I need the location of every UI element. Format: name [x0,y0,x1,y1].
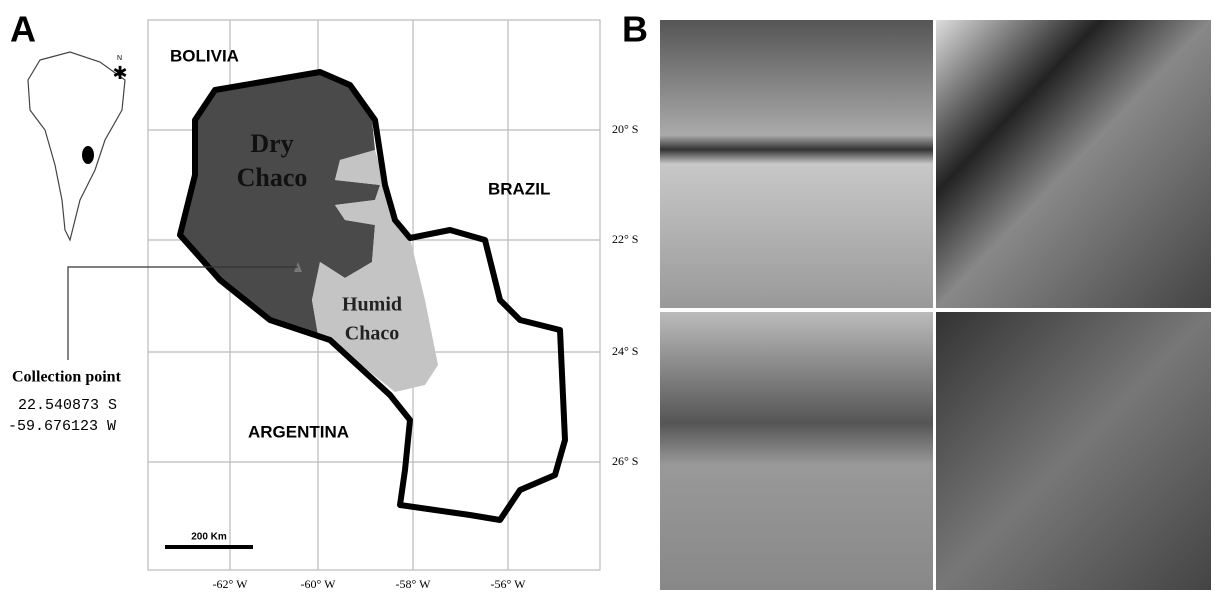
inset-marker [82,146,94,164]
region-label: Humid [342,294,402,316]
north-label: N [117,55,122,62]
latitude-label: 22° S [612,232,638,246]
photo [660,312,933,590]
longitude-label: -58° W [396,577,432,591]
latitude-label: 24° S [612,344,638,358]
country-label: ARGENTINA [248,422,349,441]
inset-continent [28,52,125,240]
longitude-label: -62° W [213,577,249,591]
compass: ✱ [112,63,127,83]
collection-lat: 22.540873 S [18,397,117,414]
panel-label: B [622,9,648,50]
photo [936,312,1211,590]
longitude-label: -56° W [491,577,527,591]
longitude-label: -60° W [301,577,337,591]
country-label: BRAZIL [488,179,550,198]
collection-lon: -59.676123 W [8,418,116,435]
region-label: Chaco [237,163,308,192]
figure: A B N ✱ BOLIVIA BRAZIL ARGENTINA Dry Cha… [0,0,1215,593]
region-label: Dry [250,129,293,158]
latitude-label: 26° S [612,454,638,468]
photo [660,20,933,308]
collection-label: Collection point [12,369,122,386]
panel-label: A [10,9,36,50]
scale-label: 200 Km [191,532,227,543]
region-label: Chaco [345,323,399,345]
country-label: BOLIVIA [170,46,239,65]
latitude-label: 20° S [612,122,638,136]
photo [936,20,1211,308]
